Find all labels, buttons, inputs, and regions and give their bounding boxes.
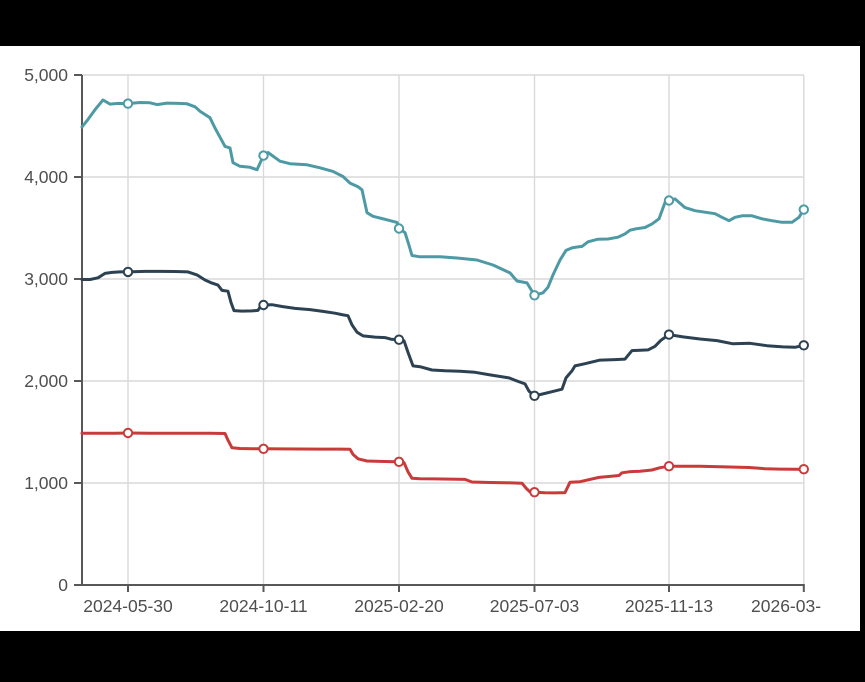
y-tick-label: 1,000 [24, 473, 68, 493]
x-tick-label: 2024-05-30 [83, 596, 173, 616]
series-navy-line [80, 269, 806, 398]
y-tick-label: 4,000 [24, 167, 68, 187]
series-teal-marker [393, 223, 405, 234]
series-navy-marker [798, 340, 809, 351]
x-tick-label: 2026-03- [751, 596, 821, 616]
series-red-marker [258, 443, 269, 454]
series-teal-marker [798, 204, 809, 215]
series-red-marker [393, 456, 405, 467]
y-tick-label: 3,000 [24, 269, 68, 289]
y-tick-label: 5,000 [24, 65, 68, 85]
series-red-marker [529, 487, 540, 498]
series-teal-marker [529, 290, 540, 301]
series-teal-marker [258, 150, 269, 161]
x-tick-label: 2024-10-11 [219, 596, 307, 616]
x-tick-label: 2025-07-03 [490, 596, 580, 616]
y-tick-label: 0 [58, 575, 68, 595]
series-navy-marker [663, 329, 675, 340]
series-teal-marker [122, 98, 134, 109]
series-navy-marker [529, 390, 540, 401]
bottom-border-bar [0, 631, 865, 682]
x-tick-label: 2025-11-13 [625, 596, 713, 616]
series-red-marker [122, 427, 134, 439]
series-red-line [80, 431, 806, 495]
y-tick-label: 2,000 [24, 371, 68, 391]
series-teal-line [80, 98, 806, 297]
series-navy-marker [393, 334, 405, 345]
series-red-marker [663, 461, 675, 472]
top-border-bar [0, 0, 865, 46]
series-red-marker [798, 464, 809, 475]
series-navy-marker [258, 299, 269, 311]
series-teal-marker [663, 195, 675, 206]
x-tick-label: 2025-02-20 [354, 596, 444, 616]
right-border-bar [860, 0, 865, 682]
series-navy-marker [122, 266, 134, 278]
